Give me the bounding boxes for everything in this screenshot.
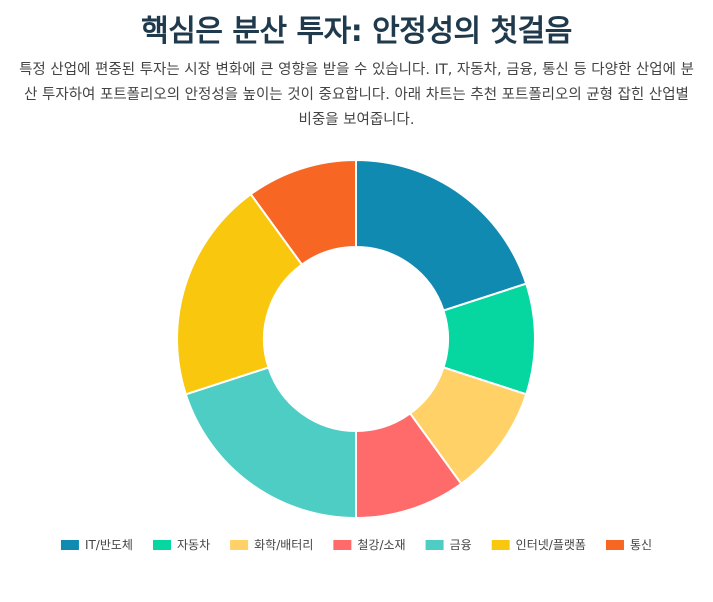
legend-swatch [491,540,510,550]
legend-label: 통신 [630,538,652,552]
slice-1[interactable] [355,158,528,312]
legend-label: 인터넷/플랫폼 [516,538,586,552]
legend-label: 화학/배터리 [254,538,313,552]
slice-6[interactable] [176,192,304,396]
legend-item-3[interactable]: 화학/배터리 [230,538,313,552]
legend-swatch [333,540,352,550]
legend-item-4[interactable]: 철강/소재 [333,538,406,552]
chart-slices [176,158,536,520]
legend-item-5[interactable]: 금융 [425,538,472,552]
legend-swatch [60,540,79,550]
legend-item-2[interactable]: 자동차 [152,538,210,552]
slice-5[interactable] [184,366,357,520]
legend-item-1[interactable]: IT/반도체 [60,538,133,552]
page-description: 특정 산업에 편중된 투자는 시장 변화에 큰 영향을 받을 수 있습니다. I… [19,62,694,128]
legend-swatch [425,540,444,550]
page-title: 핵심은 분산 투자: 안정성의 첫걸음 [141,14,572,49]
legend-swatch [230,540,249,550]
legend-label: 자동차 [177,538,210,552]
legend-item-7[interactable]: 통신 [605,538,652,552]
legend-item-6[interactable]: 인터넷/플랫폼 [491,538,586,552]
legend-swatch [605,540,624,550]
legend-swatch [152,540,171,550]
legend-label: IT/반도체 [85,538,133,552]
chart-legend: IT/반도체 자동차 화학/배터리 철강/소재 금융 인터넷/플랫폼 통신 [60,538,652,552]
legend-label: 금융 [450,538,472,552]
legend-label: 철강/소재 [357,538,405,552]
slice-7[interactable] [249,158,357,266]
